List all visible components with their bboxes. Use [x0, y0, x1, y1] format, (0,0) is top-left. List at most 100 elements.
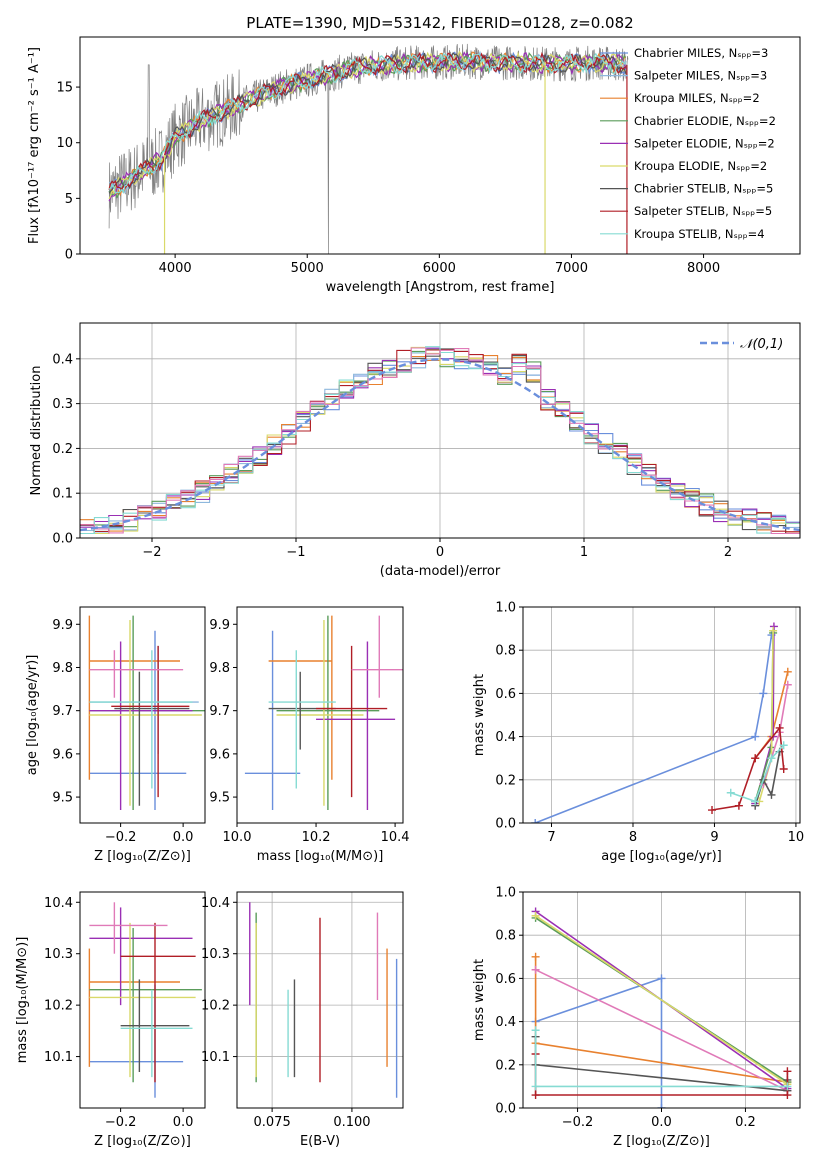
- EBV_vs_mass-ytick-label: 10.3: [201, 947, 230, 962]
- age_vs_weight-panel: 7 8 9 10 0.0 0.2 0.4 0.6 0.8 1.0 age [log₁₀(age/yr…: [472, 601, 804, 865]
- Z_vs_weight-ytick-label: 1.0: [495, 886, 516, 901]
- EBV_vs_mass-ytick-label: 10.2: [201, 999, 230, 1014]
- age_vs_weight-ytick-label: 1.0: [495, 601, 516, 616]
- legend-label: Chabrier STELIB, Nₛₚₚ=5: [634, 182, 773, 196]
- weight-line-kroupa-elodie: [535, 915, 788, 1085]
- EBV_vs_mass-frame: [236, 891, 404, 1109]
- EBV_vs_mass-xtick-label: 0.100: [333, 1115, 370, 1130]
- residuals-xlabel: (data-model)/error: [380, 564, 501, 579]
- gaussian-curve: [80, 358, 800, 532]
- legend-label: 𝒩(0,1): [740, 337, 783, 352]
- mass_vs_age-ytick-label: 9.8: [209, 661, 230, 676]
- Z_vs_weight-xlabel: Z [log₁₀(Z/Z⊙)]: [613, 1134, 710, 1149]
- Z_vs_mass-ylabel: mass [log₁₀(M/M⊙)]: [15, 937, 30, 1064]
- mass_vs_age-ytick-label: 9.7: [209, 704, 230, 719]
- mass_vs_age-ytick-label: 9.5: [209, 791, 230, 806]
- Z_vs_weight-xtick-label: 0.2: [735, 1115, 756, 1130]
- spectrum-ytick-label: 15: [56, 81, 73, 96]
- weight-marker: [769, 626, 778, 635]
- Z_vs_mass-xtick-label: 0.0: [173, 1115, 194, 1130]
- weight-marker: [531, 1082, 540, 1091]
- mass_vs_age-ytick-label: 9.9: [209, 618, 230, 633]
- Z_vs_mass-panel: −0.2 0.0 10.1 10.2 10.3 10.4 Z [log₁₀(Z/Z⊙)] ma…: [15, 891, 206, 1149]
- age_vs_weight-xtick-label: 8: [629, 830, 637, 845]
- age_vs_weight-ytick-label: 0.6: [495, 687, 516, 702]
- Z_vs_weight-ylabel: mass weight: [472, 959, 487, 1041]
- Z_vs_weight-panel: −0.2 0.0 0.2 0.0 0.2 0.4 0.6 0.8 1.0 Z [log₁₀(Z/Z…: [472, 886, 801, 1149]
- Z_vs_weight-plot-area: [531, 907, 792, 1108]
- EBV_vs_mass-plot-area: [249, 902, 398, 1098]
- mass_vs_age-xtick-label: 10.0: [223, 830, 252, 845]
- age_vs_weight-xtick-label: 9: [710, 830, 718, 845]
- residuals-panel: −2 −1 0 1 2 0.0 0.1 0.2 0.3 0.4 (data-model)/error…: [29, 322, 801, 579]
- spectrum-model-chabrier-stelib: [108, 51, 627, 194]
- weight-marker: [531, 965, 540, 974]
- weight-marker: [751, 797, 760, 806]
- figure-title: PLATE=1390, MJD=53142, FIBERID=0128, z=0…: [246, 14, 633, 32]
- spectrum-xtick-label: 6000: [423, 261, 456, 276]
- EBV_vs_mass-ytick-label: 10.4: [201, 896, 230, 911]
- Z_vs_mass-ytick-label: 10.4: [44, 896, 73, 911]
- Z_vs_age-panel: −0.2 0.0 9.5 9.6 9.7 9.8 9.9 Z [log₁₀(Z/Z⊙)] age…: [25, 606, 206, 864]
- weight-marker: [767, 790, 776, 799]
- residuals-ytick-label: 0.3: [52, 397, 73, 412]
- weight-marker: [783, 680, 792, 689]
- residuals-xtick-label: −2: [142, 545, 161, 560]
- weight-marker: [767, 754, 776, 763]
- age_vs_weight-ytick-label: 0.4: [495, 730, 516, 745]
- residuals-ytick-label: 0.0: [52, 532, 73, 547]
- Z_vs_weight-xtick-label: 0.0: [651, 1115, 672, 1130]
- weight-marker: [531, 1026, 540, 1035]
- age_vs_weight-xtick-label: 7: [547, 830, 555, 845]
- Z_vs_mass-ytick-label: 10.3: [44, 947, 73, 962]
- age_vs_weight-ylabel: mass weight: [472, 674, 487, 756]
- legend-label: Kroupa ELODIE, Nₛₚₚ=2: [634, 159, 767, 173]
- mass_vs_age-panel: 10.0 10.2 10.4 9.5 9.6 9.7 9.8 9.9 mass [log₁₀(M…: [209, 606, 410, 864]
- Z_vs_weight-xtick-label: −0.2: [562, 1115, 594, 1130]
- residuals-xtick-label: −1: [286, 545, 305, 560]
- weight-marker: [657, 974, 666, 983]
- weight-marker: [779, 741, 788, 750]
- spectrum-legend: Chabrier MILES, Nₛₚₚ=3 Salpeter MILES, Nₛ…: [600, 46, 776, 241]
- Z_vs_age-ylabel: age [log₁₀(age/yr)]: [25, 655, 40, 776]
- weight-marker: [769, 622, 778, 631]
- spectrum-xtick-label: 8000: [687, 261, 720, 276]
- Z_vs_age-frame: [79, 606, 206, 824]
- legend-label: Salpeter ELODIE, Nₛₚₚ=2: [634, 136, 775, 150]
- Z_vs_age-plot-area: [88, 615, 205, 811]
- spectrum-data-line: [108, 43, 629, 254]
- legend-label: Kroupa STELIB, Nₛₚₚ=4: [634, 227, 765, 241]
- weight-marker: [783, 1067, 792, 1076]
- residuals-legend: 𝒩(0,1): [700, 337, 783, 352]
- Z_vs_age-ytick-label: 9.9: [52, 618, 73, 633]
- age_vs_weight-ytick-label: 0.8: [495, 644, 516, 659]
- weight-marker: [531, 911, 540, 920]
- Z_vs_mass-frame: [79, 891, 206, 1109]
- weight-marker: [779, 765, 788, 773]
- mass_vs_age-xtick-label: 10.4: [381, 830, 410, 845]
- weight-marker: [531, 952, 540, 961]
- mass_vs_age-xtick-label: 10.2: [302, 830, 331, 845]
- spectrum-ylabel: Flux [fλ10⁻¹⁷ erg cm⁻² s⁻¹ A⁻¹]: [27, 47, 42, 244]
- mass_vs_age-xlabel: mass [log₁₀(M/M⊙)]: [257, 849, 384, 864]
- Z_vs_age-xlabel: Z [log₁₀(Z/Z⊙)]: [94, 849, 191, 864]
- weight-marker: [531, 1091, 540, 1100]
- Z_vs_weight-ytick-label: 0.4: [495, 1015, 516, 1030]
- EBV_vs_mass-xtick-label: 0.075: [254, 1115, 291, 1130]
- Z_vs_age-ytick-label: 9.6: [52, 747, 73, 762]
- weight-marker: [734, 801, 743, 810]
- age_vs_weight-xtick-label: 10: [788, 830, 805, 845]
- spectrum-ytick-label: 0: [65, 248, 73, 263]
- weight-line-kroupa-stelib: [730, 744, 785, 803]
- residuals-xtick-label: 0: [436, 545, 444, 560]
- spectrum-frame: [79, 36, 801, 255]
- weight-line-chabrier-miles: [534, 634, 773, 823]
- histogram-kroupa-elodie: [80, 346, 800, 535]
- weight-marker: [751, 732, 760, 741]
- weight-marker: [657, 1104, 666, 1108]
- Z_vs_mass-ytick-label: 10.1: [44, 1050, 73, 1065]
- Z_vs_mass-xlabel: Z [log₁₀(Z/Z⊙)]: [94, 1134, 191, 1149]
- mass_vs_age-plot-area: [244, 615, 403, 811]
